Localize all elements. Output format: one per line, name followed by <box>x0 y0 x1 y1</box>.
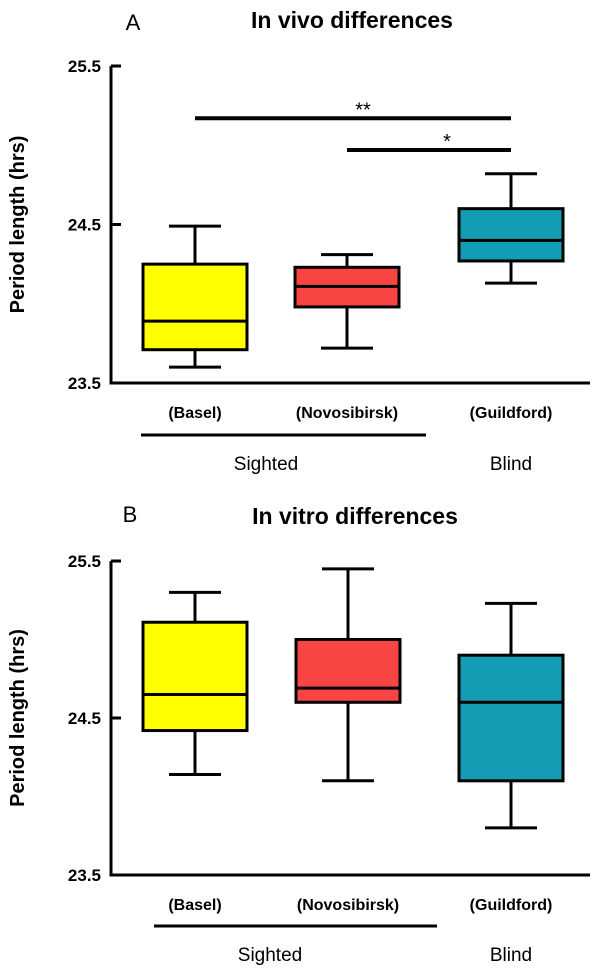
y-axis-label: Period length (hrs) <box>7 629 29 807</box>
box-iqr <box>294 638 402 704</box>
y-tick-label: 25.5 <box>68 57 101 76</box>
group-label: Blind <box>490 454 532 475</box>
category-label: (Basel) <box>168 897 221 914</box>
chart-title: In vitro differences <box>252 503 458 529</box>
category-label: (Guildford) <box>470 897 553 914</box>
category-label: (Novosibirsk) <box>297 897 399 914</box>
panel-letter: A <box>126 10 141 35</box>
chart-title: In vivo differences <box>251 7 453 33</box>
box-iqr <box>457 207 565 263</box>
significance-label: ** <box>355 99 371 121</box>
y-tick-label: 23.5 <box>68 866 101 885</box>
box-iqr <box>457 653 565 783</box>
y-tick-label: 23.5 <box>68 374 101 393</box>
group-label: Sighted <box>238 945 302 966</box>
group-label: Blind <box>490 945 532 966</box>
group-label: Sighted <box>234 454 298 475</box>
y-tick-label: 24.5 <box>68 709 101 728</box>
category-label: (Guildford) <box>470 405 553 422</box>
category-label: (Basel) <box>168 405 221 422</box>
y-tick-label: 25.5 <box>68 552 101 571</box>
significance-label: * <box>443 131 451 153</box>
category-label: (Novosibirsk) <box>296 405 398 422</box>
box-iqr <box>141 262 249 352</box>
y-tick-label: 24.5 <box>68 216 101 235</box>
panel-letter: B <box>123 502 138 527</box>
y-axis-label: Period length (hrs) <box>7 136 29 314</box>
box-iqr <box>141 620 249 733</box>
